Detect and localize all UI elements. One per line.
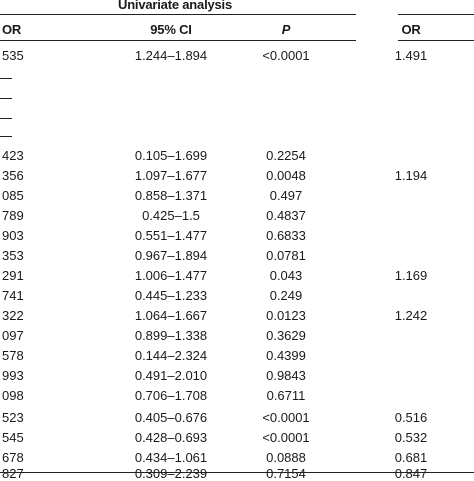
- cell-or: 423: [2, 148, 24, 163]
- cell-or: 741: [2, 288, 24, 303]
- cell-ci: 0.144–2.324: [134, 348, 208, 363]
- cell-p: <0.0001: [262, 410, 310, 425]
- header-or-multivariate: OR: [401, 22, 421, 37]
- cell-p: 0.4837: [266, 208, 306, 223]
- header-bottom-rule: [0, 40, 356, 41]
- cell-p: 0.249: [269, 288, 303, 303]
- cell-or: 903: [2, 228, 24, 243]
- empty-value-dash: —: [0, 78, 12, 79]
- cell-p: 0.0781: [266, 248, 306, 263]
- cell-p: 0.2254: [266, 148, 306, 163]
- cell-p: 0.4399: [266, 348, 306, 363]
- cell-p: 0.497: [269, 188, 303, 203]
- table-bottom-rule: [0, 472, 474, 473]
- cell-p: 0.3629: [266, 328, 306, 343]
- cell-or-multivariate: 1.194: [394, 168, 428, 183]
- cell-ci: 0.858–1.371: [134, 188, 208, 203]
- cell-ci: 0.405–0.676: [134, 410, 208, 425]
- group-header-rule: [0, 14, 356, 15]
- header-bottom-rule-right: [398, 40, 474, 41]
- cell-or: 097: [2, 328, 24, 343]
- cell-ci: 0.551–1.477: [134, 228, 208, 243]
- header-ci: 95% CI: [150, 22, 192, 37]
- cell-or: 356: [2, 168, 24, 183]
- header-p: P: [281, 22, 291, 37]
- cell-ci: 1.006–1.477: [134, 268, 208, 283]
- cell-p: 0.9843: [266, 368, 306, 383]
- cell-p: <0.0001: [262, 48, 310, 63]
- cell-ci: 0.967–1.894: [134, 248, 208, 263]
- cell-p: 0.0048: [266, 168, 306, 183]
- cell-ci: 1.064–1.667: [134, 308, 208, 323]
- cell-or: 322: [2, 308, 24, 323]
- cell-p: <0.0001: [262, 430, 310, 445]
- cell-ci: 1.244–1.894: [134, 48, 208, 63]
- cell-or: 789: [2, 208, 24, 223]
- cell-or: 523: [2, 410, 24, 425]
- cell-or-multivariate: 1.491: [394, 48, 428, 63]
- group-header-rule-right: [398, 14, 474, 15]
- cell-ci: 0.445–1.233: [134, 288, 208, 303]
- cell-p: 0.6711: [266, 388, 306, 403]
- cell-ci: 0.428–0.693: [134, 430, 208, 445]
- cell-ci: 0.706–1.708: [134, 388, 208, 403]
- header-or: OR: [2, 22, 22, 37]
- empty-value-dash: —: [0, 136, 12, 137]
- cell-or-multivariate: 0.532: [394, 430, 428, 445]
- cell-or-multivariate: 1.242: [394, 308, 428, 323]
- empty-value-dash: —: [0, 118, 12, 119]
- cell-or: 291: [2, 268, 24, 283]
- cell-or: 535: [2, 48, 24, 63]
- cell-ci: 0.491–2.010: [134, 368, 208, 383]
- cell-or: 578: [2, 348, 24, 363]
- group-title-univariate: Univariate analysis: [118, 0, 232, 12]
- cell-or-multivariate: 0.681: [394, 450, 428, 465]
- cell-ci: 0.105–1.699: [134, 148, 208, 163]
- cell-or-multivariate: 0.516: [394, 410, 428, 425]
- cell-or: 545: [2, 430, 24, 445]
- cell-p: 0.6833: [266, 228, 306, 243]
- cell-or: 678: [2, 450, 24, 465]
- cell-ci: 1.097–1.677: [134, 168, 208, 183]
- cell-ci: 0.899–1.338: [134, 328, 208, 343]
- cell-p: 0.043: [269, 268, 303, 283]
- empty-value-dash: —: [0, 98, 12, 99]
- cell-p: 0.0123: [266, 308, 306, 323]
- cell-ci: 0.425–1.5: [142, 208, 200, 223]
- cell-or: 993: [2, 368, 24, 383]
- cell-p: 0.0888: [266, 450, 306, 465]
- cell-or: 085: [2, 188, 24, 203]
- cell-or: 353: [2, 248, 24, 263]
- cell-or: 098: [2, 388, 24, 403]
- cell-ci: 0.434–1.061: [134, 450, 208, 465]
- cell-or-multivariate: 1.169: [394, 268, 428, 283]
